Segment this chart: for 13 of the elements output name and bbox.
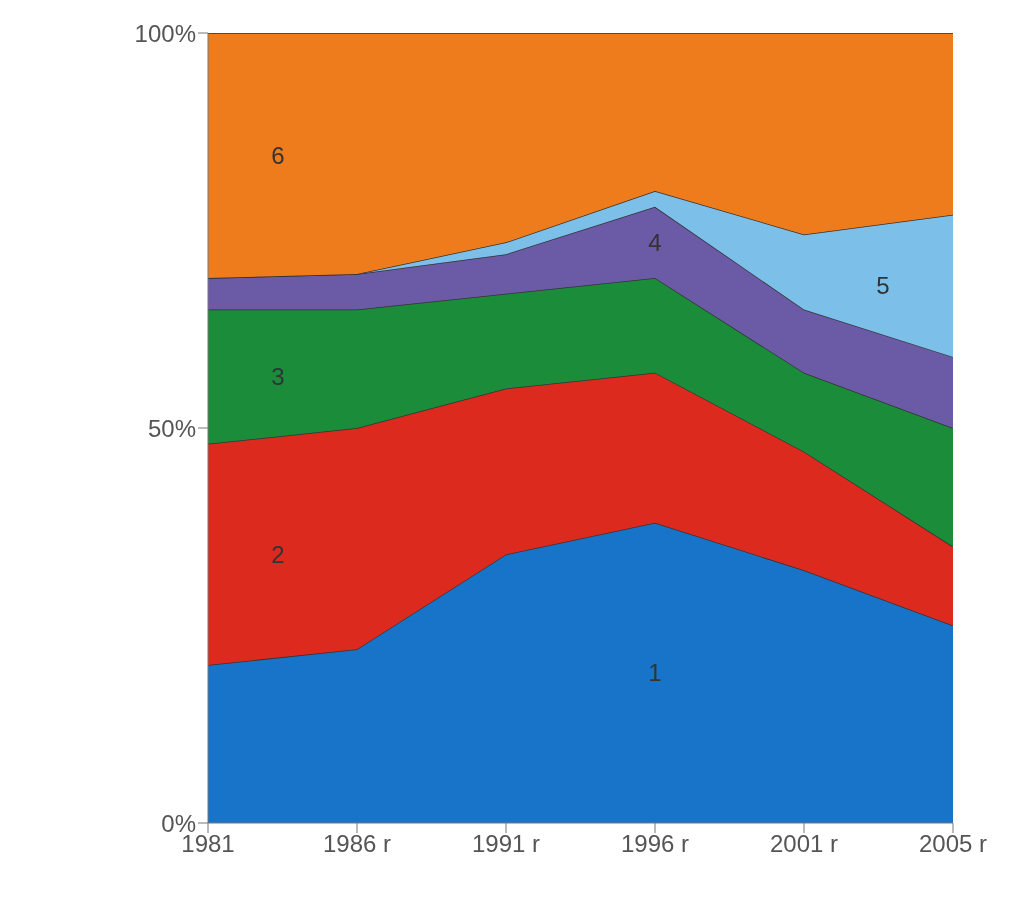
series-label: 2	[271, 540, 285, 568]
x-tick-label: 1991 r	[471, 830, 541, 858]
x-tick-label: 1986 r	[322, 830, 392, 858]
x-tick-label: 2001 r	[769, 830, 839, 858]
series-label: 6	[271, 141, 285, 169]
x-tick-label: 1996 r	[620, 830, 690, 858]
y-tick-label: 100%	[134, 19, 196, 47]
series-label: 3	[271, 363, 285, 391]
series-label: 5	[876, 272, 890, 300]
series-label: 4	[648, 228, 662, 256]
y-tick-label: 50%	[147, 414, 196, 442]
x-tick-label: 2005 r	[918, 830, 988, 858]
series-label: 1	[648, 659, 662, 687]
